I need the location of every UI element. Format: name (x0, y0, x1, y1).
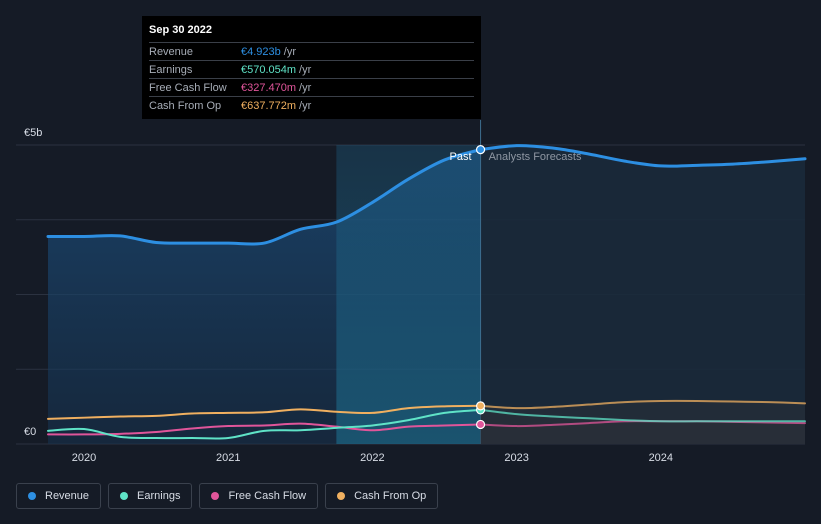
tooltip: Sep 30 2022 Revenue €4.923b /yr Earnings… (142, 16, 481, 119)
legend-label: Cash From Op (354, 490, 427, 502)
x-tick-label: 2021 (216, 452, 240, 464)
tooltip-value: €637.772m (241, 99, 297, 112)
legend-label: Earnings (137, 490, 181, 502)
x-tick-label: 2020 (72, 452, 96, 464)
past-label: Past (450, 151, 472, 163)
legend-dot-icon (211, 492, 220, 500)
forecast-label: Analysts Forecasts (489, 151, 582, 163)
legend-dot-icon (28, 492, 36, 500)
legend-item-earnings[interactable]: Earnings (108, 483, 193, 509)
tooltip-value: €570.054m (241, 63, 297, 76)
series-forecast-area (480, 421, 805, 444)
tooltip-unit: /yr (299, 81, 312, 94)
x-tick-label: 2024 (649, 452, 673, 464)
tooltip-row-earnings: Earnings €570.054m /yr (149, 60, 474, 78)
data-point-marker (475, 145, 486, 155)
series-line-past (47, 408, 482, 440)
x-tick-label: 2023 (504, 452, 528, 464)
tooltip-row-cash-from-op: Cash From Op €637.772m /yr (149, 96, 474, 114)
legend-dot-icon (337, 492, 346, 500)
tooltip-value: €4.923b (241, 45, 281, 58)
tooltip-label: Earnings (149, 63, 193, 76)
tooltip-unit: /yr (283, 45, 296, 58)
legend-item-free-cash-flow[interactable]: Free Cash Flow (199, 483, 319, 509)
revenue-forecast-area (480, 145, 805, 444)
tooltip-label: Free Cash Flow (149, 81, 227, 94)
series-line-forecast (479, 408, 806, 423)
legend: Revenue Earnings Free Cash Flow Cash Fro… (16, 483, 439, 509)
legend-label: Revenue (45, 490, 90, 502)
highlight-band (336, 145, 481, 444)
legend-item-revenue[interactable]: Revenue (16, 483, 102, 509)
tooltip-unit: /yr (299, 63, 312, 76)
legend-item-cash-from-op[interactable]: Cash From Op (325, 483, 439, 509)
tooltip-date: Sep 30 2022 (149, 24, 212, 36)
tooltip-label: Cash From Op (149, 99, 222, 112)
series-line-past (47, 404, 482, 420)
legend-dot-icon (120, 492, 129, 500)
y-tick-label: €0 (24, 426, 36, 438)
data-point-marker (475, 419, 486, 430)
series-line-past (46, 148, 483, 246)
series-line-forecast (479, 399, 806, 410)
legend-label: Free Cash Flow (228, 490, 307, 502)
tooltip-row-free-cash-flow: Free Cash Flow €327.470m /yr (149, 78, 474, 96)
tooltip-label: Revenue (149, 45, 194, 58)
series-line-past (47, 422, 482, 436)
data-point-marker (475, 401, 486, 411)
series-line-forecast (479, 144, 807, 168)
y-tick-label: €5b (24, 127, 42, 139)
tooltip-value: €327.470m (241, 81, 297, 94)
tooltip-unit: /yr (299, 99, 312, 112)
x-tick-label: 2022 (360, 452, 384, 464)
tooltip-row-revenue: Revenue €4.923b /yr (149, 42, 474, 60)
